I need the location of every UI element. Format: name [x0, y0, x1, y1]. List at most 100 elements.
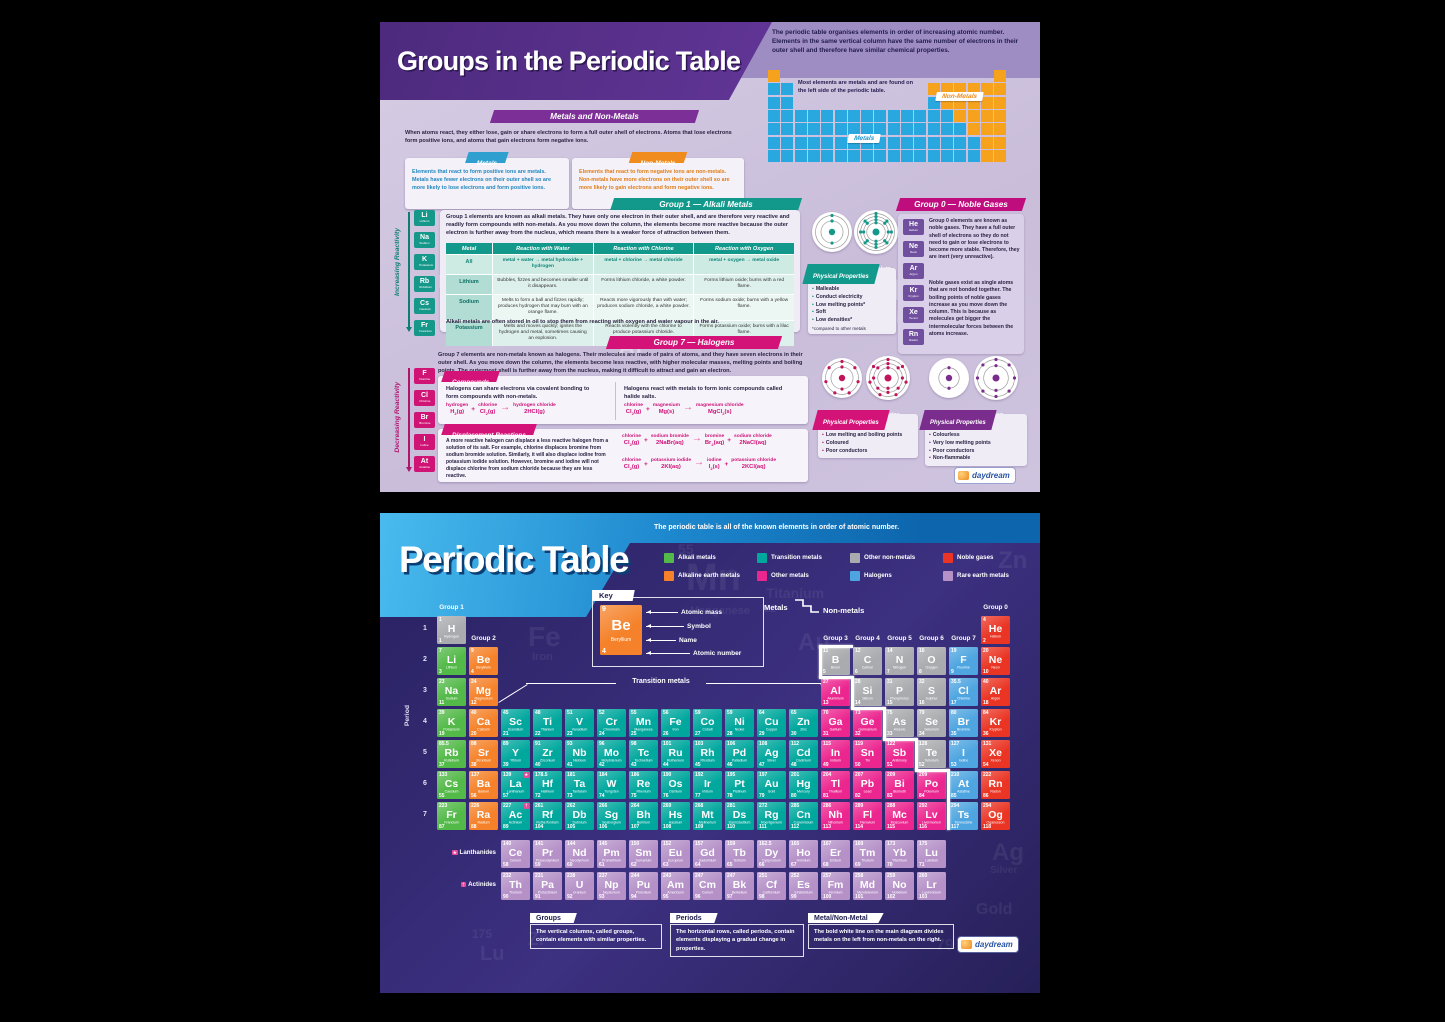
element-name: Technetium	[634, 758, 653, 763]
element-symbol: Rn	[908, 331, 919, 338]
element-atomic-number: 70	[887, 861, 893, 868]
element-symbol: No	[892, 878, 907, 891]
physical-properties-list: MalleableConduct electricityLow melting …	[812, 286, 892, 325]
element-atomic-mass: 32	[919, 679, 925, 685]
mini-metal-cell	[914, 123, 927, 136]
equation-operator: →	[691, 433, 702, 444]
mini-metal-cell	[901, 149, 913, 162]
equation-term-formula: 2KCl(aq)	[741, 463, 766, 470]
element-marker-icon: †	[523, 803, 529, 809]
group0-paragraph-1: Group 0 elements are known as noble gase…	[929, 218, 1020, 261]
mini-metal-cell	[901, 109, 913, 122]
element-symbol: Nb	[572, 746, 587, 759]
mini-metal-cell	[781, 83, 794, 96]
equation-operator: +	[644, 437, 648, 444]
element-atomic-number: 78	[727, 792, 733, 799]
mini-table-note: Most elements are metals and are found o…	[798, 80, 914, 94]
element-Fe: 56 Fe Iron 26	[661, 709, 690, 737]
element-name: Livermorium	[921, 820, 942, 825]
equation-term: iodine I2(s)	[707, 458, 721, 471]
element-name: Moscovium	[890, 820, 909, 825]
element-atomic-mass: 35.5	[951, 679, 961, 685]
element-symbol: Fm	[827, 878, 844, 891]
metal-nonmetal-divider-line	[883, 738, 917, 741]
group-label: Group 6	[919, 635, 944, 642]
element-symbol: La	[509, 777, 522, 790]
element-name: Bismuth	[893, 789, 906, 794]
element-atomic-mass: 20	[983, 648, 989, 654]
element-atomic-number: 100	[823, 893, 832, 900]
element-name: Carbon	[861, 665, 874, 670]
element-atomic-number: 42	[599, 761, 605, 768]
element-B: 11 B Boron 5	[821, 647, 850, 675]
element-atomic-number: 47	[759, 761, 765, 768]
key-annotation-number: Atomic number	[646, 650, 741, 657]
key-annotation-label: Name	[679, 637, 697, 644]
element-name: Polonium	[924, 789, 939, 794]
element-atomic-number: 111	[759, 823, 767, 830]
element-atomic-mass: 9	[471, 648, 474, 654]
equation-operator: +	[724, 461, 729, 468]
equation-term: sodium chloride 2NaCl(aq)	[734, 434, 772, 446]
element-Ar: 40 Ar Argon 18	[981, 678, 1010, 706]
metal-nonmetal-divider-line	[819, 645, 853, 648]
element-atomic-number: 52	[919, 761, 925, 768]
element-Nh: 286 Nh Nihonium 113	[821, 802, 850, 830]
element-symbol: Rg	[764, 808, 779, 821]
group0-physical-properties: Physical PropertiesColourlessVery low me…	[925, 414, 1027, 467]
element-symbol: Rb	[444, 746, 459, 759]
element-name: Ruthenium	[667, 758, 684, 763]
group0-sidebar-elements: He Helium Ne Neon Ar Argon Kr Krypton Xe Xenon Rn R…	[903, 219, 924, 351]
element-name: Iridium	[702, 789, 713, 794]
element-symbol: Kr	[989, 715, 1002, 728]
equation-operator: +	[727, 437, 731, 444]
equation-term-name: hydrogen chloride	[513, 403, 556, 408]
element-symbol: Mn	[635, 715, 652, 728]
mini-metal-cell	[794, 149, 807, 162]
reaction-table-header: Reaction with Chlorine	[593, 243, 694, 254]
element-name: Iodine	[958, 758, 969, 763]
element-atomic-number: 113	[823, 823, 832, 830]
element-name: Krypton	[989, 727, 1002, 732]
element-name: Protactinium	[537, 890, 558, 895]
reaction-table-cell: Reacts more vigorously than with water; …	[593, 294, 694, 320]
equation-term-name: chlorine	[622, 458, 642, 463]
element-Sg: 266 Sg Seaborgium 106	[597, 802, 626, 830]
element-atomic-mass: 55	[631, 710, 637, 716]
element-name: Caesium	[444, 789, 459, 794]
element-atomic-mass: 108	[759, 741, 768, 747]
element-atomic-number: 57	[503, 792, 509, 799]
element-symbol: Kr	[909, 287, 918, 294]
element-Pu: 244 Pu Plutonium 94	[629, 872, 658, 900]
element-symbol: Xe	[989, 746, 1002, 759]
element-atomic-number: 35	[951, 730, 957, 737]
legend-item-om: Other metals	[757, 568, 841, 583]
element-name: Antimony	[892, 758, 907, 763]
element-name: Copper	[765, 727, 778, 732]
metal-nonmetal-divider-line	[915, 769, 949, 772]
equation-term-formula: 2KI(aq)	[661, 463, 681, 470]
mini-nonmetal-cell	[954, 109, 967, 122]
element-K: 39 K Potassium 19	[437, 709, 466, 737]
equation-term: chlorine Cl2(g)	[624, 403, 643, 416]
element-atomic-number: 115	[887, 823, 896, 830]
element-atomic-number: 108	[663, 823, 672, 830]
element-name: Roentgenium	[761, 820, 782, 825]
element-atomic-mass: 184	[599, 772, 608, 778]
element-Rf: 261 Rf Rutherfordium 104	[533, 802, 562, 830]
element-At: 210 At Astatine 85	[949, 771, 978, 799]
element-Cn: 285 Cn Copernicium 112	[789, 802, 818, 830]
atom-svg-icon	[822, 358, 862, 398]
element-symbol: Pt	[734, 777, 745, 790]
sidebar-element-F: F Fluorine	[414, 368, 435, 384]
reaction-table-metal: All	[446, 255, 492, 274]
element-atomic-number: 65	[727, 861, 733, 868]
element-Lv: 292 Lv Livermorium 116	[917, 802, 946, 830]
element-atomic-number: 79	[759, 792, 765, 799]
element-symbol: Es	[797, 878, 810, 891]
element-symbol: I	[962, 746, 965, 759]
element-name: Hafnium	[540, 789, 555, 794]
element-name: Bohrium	[636, 820, 651, 825]
element-Ta: 181 Ta Tantalum 73	[565, 771, 594, 799]
group7-reactivity-arrow	[405, 368, 412, 472]
